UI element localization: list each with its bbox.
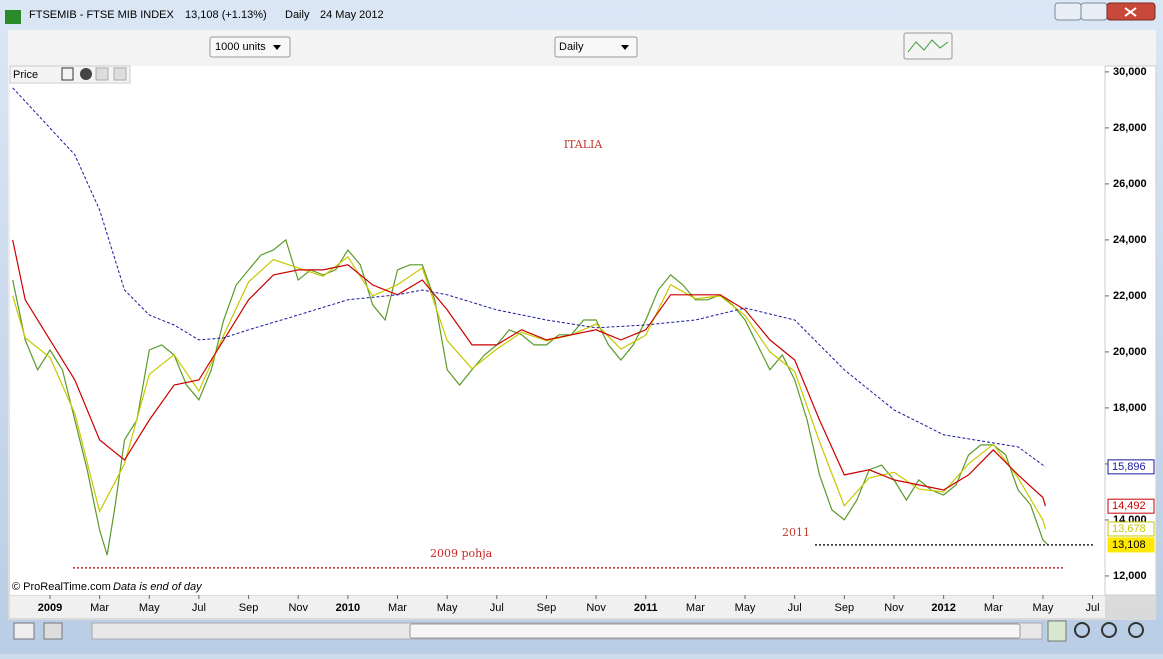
x-tick-label: 2012 bbox=[931, 602, 955, 614]
y-tick-label: 22,000 bbox=[1113, 290, 1147, 302]
close-icon bbox=[1124, 7, 1137, 17]
end-label-box bbox=[1107, 459, 1155, 475]
zoom-fit-button[interactable] bbox=[1074, 622, 1090, 638]
x-tick-label: Jul bbox=[788, 602, 802, 614]
x-tick-label: Mar bbox=[984, 602, 1003, 614]
window-period: Daily bbox=[285, 9, 310, 21]
window-title: FTSEMIB - FTSE MIB INDEX bbox=[29, 9, 175, 21]
x-tick-label: 2009 bbox=[38, 602, 62, 614]
panel-window-button[interactable] bbox=[61, 67, 74, 81]
x-tick-label: May bbox=[437, 602, 458, 614]
y-tick-label: 12,000 bbox=[1113, 570, 1147, 582]
credit: © ProRealTime.com bbox=[12, 581, 111, 593]
zoom-out-button[interactable] bbox=[1101, 622, 1117, 638]
x-tick-label: Sep bbox=[239, 602, 259, 614]
x-tick-label: Sep bbox=[537, 602, 557, 614]
end-label-box bbox=[1107, 521, 1155, 537]
window-quote: 13,108 (+1.13%) bbox=[185, 9, 267, 21]
x-tick-label: Sep bbox=[835, 602, 855, 614]
period-select[interactable] bbox=[554, 36, 638, 58]
annotation: 2009 pohja bbox=[430, 547, 493, 560]
y-tick-label: 24,000 bbox=[1113, 234, 1147, 246]
series-line bbox=[12, 238, 1049, 556]
dropdown-arrow bbox=[273, 45, 281, 50]
series-line bbox=[12, 87, 1046, 468]
x-tick-label: 2011 bbox=[634, 602, 658, 614]
end-label-box bbox=[1107, 498, 1155, 514]
x-tick-label: Mar bbox=[388, 602, 407, 614]
scroll-thumb[interactable] bbox=[409, 623, 1021, 639]
panel-down-button[interactable] bbox=[113, 67, 127, 81]
indicators-button[interactable] bbox=[903, 32, 953, 60]
x-tick-label: May bbox=[735, 602, 756, 614]
mail-button[interactable] bbox=[13, 622, 35, 640]
indicators-icon bbox=[907, 39, 949, 53]
chart-title: ITALIA bbox=[564, 138, 604, 151]
panel-close-button[interactable] bbox=[80, 68, 92, 80]
data-note: Data is end of day bbox=[113, 581, 203, 593]
plot-area bbox=[10, 66, 1105, 595]
units-select-text: 1000 units bbox=[215, 41, 266, 53]
annotation: 2011 bbox=[782, 526, 810, 539]
y-tick-label: 28,000 bbox=[1113, 122, 1147, 134]
end-label: 14,492 bbox=[1112, 500, 1146, 512]
y-tick-label: 18,000 bbox=[1113, 402, 1147, 414]
dropdown-arrow bbox=[621, 45, 629, 50]
x-tick-label: Nov bbox=[288, 602, 308, 614]
end-label: 13,678 bbox=[1112, 523, 1146, 535]
app-icon bbox=[5, 10, 21, 24]
series-line bbox=[12, 255, 1046, 530]
x-tick-label: Jul bbox=[1086, 602, 1100, 614]
maximize-button[interactable] bbox=[1080, 2, 1108, 21]
minimize-button[interactable] bbox=[1054, 2, 1082, 21]
end-label-box bbox=[1107, 537, 1155, 553]
x-tick-label: Jul bbox=[192, 602, 206, 614]
chart-button[interactable] bbox=[1047, 620, 1067, 642]
x-tick-label: May bbox=[139, 602, 160, 614]
window-date: 24 May 2012 bbox=[320, 9, 384, 21]
x-tick-label: Mar bbox=[686, 602, 705, 614]
x-tick-label: May bbox=[1033, 602, 1054, 614]
x-tick-label: Nov bbox=[884, 602, 904, 614]
x-tick-label: Jul bbox=[490, 602, 504, 614]
x-tick-label: Mar bbox=[90, 602, 109, 614]
end-label: 15,896 bbox=[1112, 461, 1146, 473]
end-label: 13,108 bbox=[1112, 539, 1146, 551]
zoom-in-button[interactable] bbox=[1128, 622, 1144, 638]
units-select[interactable] bbox=[209, 36, 291, 58]
panel-label: Price bbox=[13, 69, 38, 81]
x-tick-label: 2010 bbox=[336, 602, 360, 614]
y-tick-label: 20,000 bbox=[1113, 346, 1147, 358]
y-tick-label: 30,000 bbox=[1113, 66, 1147, 78]
y-tick-label: 26,000 bbox=[1113, 178, 1147, 190]
panel-up-button[interactable] bbox=[95, 67, 109, 81]
period-select-text: Daily bbox=[559, 41, 584, 53]
x-axis-area bbox=[10, 596, 1105, 618]
print-button[interactable] bbox=[43, 622, 63, 640]
series-line bbox=[12, 239, 1046, 507]
x-tick-label: Nov bbox=[586, 602, 606, 614]
